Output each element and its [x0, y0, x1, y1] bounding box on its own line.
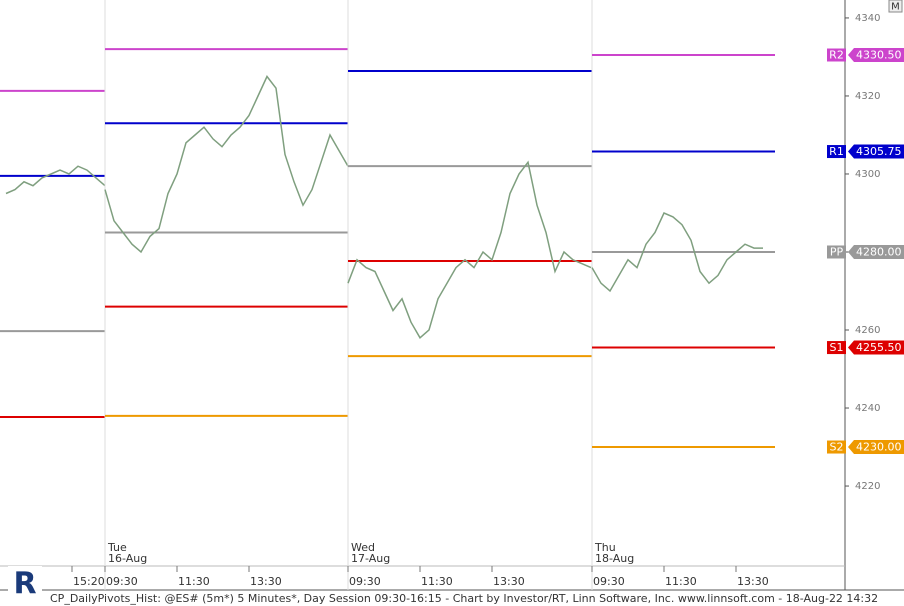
y-tick-label: 4340	[855, 13, 880, 24]
value-tag	[848, 340, 904, 355]
level-name-box	[827, 440, 846, 454]
date-label: 17-Aug	[351, 552, 390, 565]
day-label: Tue	[107, 541, 127, 554]
value-tag	[848, 144, 904, 159]
level-name: S2	[830, 441, 844, 454]
menu-button-label[interactable]: M	[891, 2, 900, 13]
price-line	[591, 212, 763, 293]
value-tag-label: 4280.00	[856, 245, 902, 258]
level-name-box	[827, 48, 846, 62]
level-name: PP	[830, 245, 844, 258]
svg-text:R: R	[13, 567, 36, 602]
x-tick-label: 09:30	[593, 575, 625, 588]
level-name: R2	[829, 49, 844, 62]
menu-button[interactable]	[888, 0, 903, 13]
value-tag	[848, 440, 904, 455]
value-tag	[848, 48, 904, 63]
y-tick-label: 4240	[855, 403, 880, 414]
x-tick-label: 11:30	[665, 575, 697, 588]
level-name-box	[827, 245, 846, 259]
value-tag-label: 4330.50	[856, 49, 902, 62]
date-label: 18-Aug	[595, 552, 634, 565]
logo: R	[8, 566, 42, 604]
day-label: Wed	[351, 541, 375, 554]
y-tick-label: 4260	[855, 325, 880, 336]
date-label: 16-Aug	[108, 552, 147, 565]
y-tick-label: 4300	[855, 169, 880, 180]
y-tick-label: 4320	[855, 91, 880, 102]
x-tick-label: 13:30	[737, 575, 769, 588]
footer: CP_DailyPivots_Hist: @ES# (5m*) 5 Minute…	[50, 592, 878, 605]
x-tick-label: 09:30	[106, 575, 138, 588]
level-name-box	[827, 341, 846, 355]
level-name-box	[827, 145, 846, 159]
value-tag-label: 4230.00	[856, 441, 902, 454]
level-name: S1	[830, 341, 844, 354]
x-tick-label: 13:30	[493, 575, 525, 588]
level-name: R1	[829, 145, 844, 158]
price-line	[347, 160, 592, 339]
x-tick-label: 15:20	[73, 575, 105, 588]
price-line	[104, 75, 349, 254]
value-tag	[848, 244, 904, 259]
x-tick-label: 09:30	[349, 575, 381, 588]
value-tag-label: 4255.50	[856, 341, 902, 354]
value-tag-label: 4305.75	[856, 145, 902, 158]
day-label: Thu	[594, 541, 616, 554]
y-tick-label: 4220	[855, 481, 880, 492]
x-tick-label: 13:30	[250, 575, 282, 588]
price-line	[5, 165, 106, 195]
x-tick-label: 11:30	[178, 575, 210, 588]
x-tick-label: 11:30	[421, 575, 453, 588]
